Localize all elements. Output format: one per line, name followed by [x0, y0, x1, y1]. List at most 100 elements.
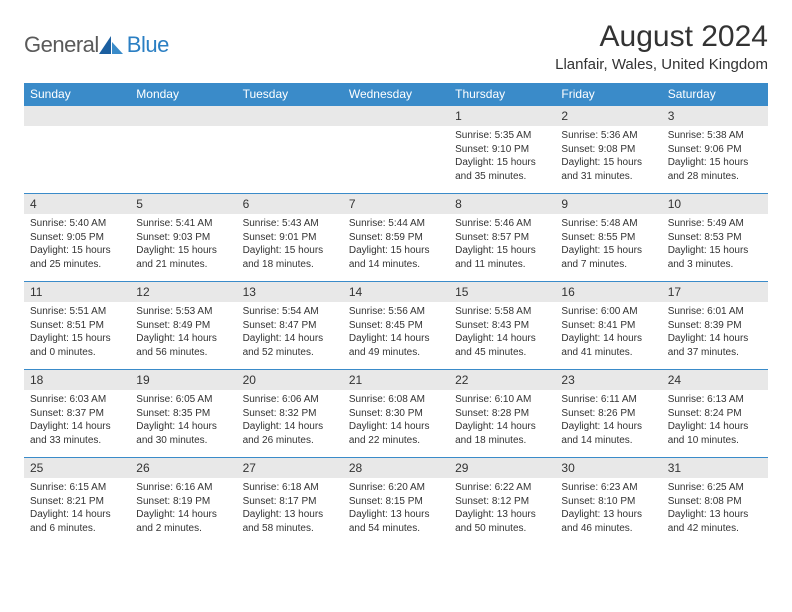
day-cell: 8Sunrise: 5:46 AMSunset: 8:57 PMDaylight…: [449, 194, 555, 282]
day-cell: 18Sunrise: 6:03 AMSunset: 8:37 PMDayligh…: [24, 370, 130, 458]
day-info: Sunrise: 6:25 AMSunset: 8:08 PMDaylight:…: [662, 478, 768, 541]
day-info: Sunrise: 6:01 AMSunset: 8:39 PMDaylight:…: [662, 302, 768, 365]
day-number: 13: [237, 282, 343, 302]
day-cell: 21Sunrise: 6:08 AMSunset: 8:30 PMDayligh…: [343, 370, 449, 458]
month-title: August 2024: [555, 20, 768, 54]
day-number: 24: [662, 370, 768, 390]
day-cell: 6Sunrise: 5:43 AMSunset: 9:01 PMDaylight…: [237, 194, 343, 282]
day-info: Sunrise: 5:53 AMSunset: 8:49 PMDaylight:…: [130, 302, 236, 365]
day-number: 3: [662, 106, 768, 126]
day-number: 28: [343, 458, 449, 478]
day-info: Sunrise: 6:10 AMSunset: 8:28 PMDaylight:…: [449, 390, 555, 453]
day-info: Sunrise: 5:35 AMSunset: 9:10 PMDaylight:…: [449, 126, 555, 189]
day-number: 19: [130, 370, 236, 390]
day-cell: 15Sunrise: 5:58 AMSunset: 8:43 PMDayligh…: [449, 282, 555, 370]
day-number: 14: [343, 282, 449, 302]
day-cell: 7Sunrise: 5:44 AMSunset: 8:59 PMDaylight…: [343, 194, 449, 282]
day-number: 7: [343, 194, 449, 214]
dow-header: Wednesday: [343, 83, 449, 106]
day-cell: 24Sunrise: 6:13 AMSunset: 8:24 PMDayligh…: [662, 370, 768, 458]
calendar-table: SundayMondayTuesdayWednesdayThursdayFrid…: [24, 83, 768, 546]
day-cell: 26Sunrise: 6:16 AMSunset: 8:19 PMDayligh…: [130, 458, 236, 546]
day-number: [343, 106, 449, 126]
day-cell: 31Sunrise: 6:25 AMSunset: 8:08 PMDayligh…: [662, 458, 768, 546]
day-info: Sunrise: 6:08 AMSunset: 8:30 PMDaylight:…: [343, 390, 449, 453]
day-cell: 3Sunrise: 5:38 AMSunset: 9:06 PMDaylight…: [662, 106, 768, 194]
day-cell: 9Sunrise: 5:48 AMSunset: 8:55 PMDaylight…: [555, 194, 661, 282]
day-cell: 22Sunrise: 6:10 AMSunset: 8:28 PMDayligh…: [449, 370, 555, 458]
day-cell: 11Sunrise: 5:51 AMSunset: 8:51 PMDayligh…: [24, 282, 130, 370]
day-info: Sunrise: 6:22 AMSunset: 8:12 PMDaylight:…: [449, 478, 555, 541]
day-info: Sunrise: 6:05 AMSunset: 8:35 PMDaylight:…: [130, 390, 236, 453]
dow-header: Sunday: [24, 83, 130, 106]
calendar-week-row: 25Sunrise: 6:15 AMSunset: 8:21 PMDayligh…: [24, 458, 768, 546]
day-info: Sunrise: 6:23 AMSunset: 8:10 PMDaylight:…: [555, 478, 661, 541]
day-cell: [237, 106, 343, 194]
calendar-week-row: 1Sunrise: 5:35 AMSunset: 9:10 PMDaylight…: [24, 106, 768, 194]
day-info: Sunrise: 6:00 AMSunset: 8:41 PMDaylight:…: [555, 302, 661, 365]
day-number: [130, 106, 236, 126]
day-cell: 29Sunrise: 6:22 AMSunset: 8:12 PMDayligh…: [449, 458, 555, 546]
day-info: Sunrise: 5:58 AMSunset: 8:43 PMDaylight:…: [449, 302, 555, 365]
day-cell: 25Sunrise: 6:15 AMSunset: 8:21 PMDayligh…: [24, 458, 130, 546]
day-number: 2: [555, 106, 661, 126]
day-cell: 27Sunrise: 6:18 AMSunset: 8:17 PMDayligh…: [237, 458, 343, 546]
day-number: 10: [662, 194, 768, 214]
day-number: 9: [555, 194, 661, 214]
calendar-week-row: 4Sunrise: 5:40 AMSunset: 9:05 PMDaylight…: [24, 194, 768, 282]
day-cell: 2Sunrise: 5:36 AMSunset: 9:08 PMDaylight…: [555, 106, 661, 194]
day-number: 15: [449, 282, 555, 302]
day-cell: 14Sunrise: 5:56 AMSunset: 8:45 PMDayligh…: [343, 282, 449, 370]
day-number: 25: [24, 458, 130, 478]
day-info: Sunrise: 5:56 AMSunset: 8:45 PMDaylight:…: [343, 302, 449, 365]
day-info: Sunrise: 5:49 AMSunset: 8:53 PMDaylight:…: [662, 214, 768, 277]
calendar-week-row: 11Sunrise: 5:51 AMSunset: 8:51 PMDayligh…: [24, 282, 768, 370]
day-info: Sunrise: 5:38 AMSunset: 9:06 PMDaylight:…: [662, 126, 768, 189]
logo-sail-icon: [99, 36, 125, 54]
day-info: Sunrise: 5:46 AMSunset: 8:57 PMDaylight:…: [449, 214, 555, 277]
day-number: 23: [555, 370, 661, 390]
day-info: Sunrise: 6:11 AMSunset: 8:26 PMDaylight:…: [555, 390, 661, 453]
day-number: 18: [24, 370, 130, 390]
logo-text-blue: Blue: [127, 32, 169, 58]
day-info: Sunrise: 6:20 AMSunset: 8:15 PMDaylight:…: [343, 478, 449, 541]
day-info: Sunrise: 6:16 AMSunset: 8:19 PMDaylight:…: [130, 478, 236, 541]
dow-header: Saturday: [662, 83, 768, 106]
day-info: Sunrise: 6:13 AMSunset: 8:24 PMDaylight:…: [662, 390, 768, 453]
day-cell: 12Sunrise: 5:53 AMSunset: 8:49 PMDayligh…: [130, 282, 236, 370]
day-cell: 17Sunrise: 6:01 AMSunset: 8:39 PMDayligh…: [662, 282, 768, 370]
day-info: Sunrise: 5:44 AMSunset: 8:59 PMDaylight:…: [343, 214, 449, 277]
day-cell: 30Sunrise: 6:23 AMSunset: 8:10 PMDayligh…: [555, 458, 661, 546]
day-number: 26: [130, 458, 236, 478]
day-cell: [24, 106, 130, 194]
day-number: [237, 106, 343, 126]
day-cell: 20Sunrise: 6:06 AMSunset: 8:32 PMDayligh…: [237, 370, 343, 458]
dow-header: Thursday: [449, 83, 555, 106]
day-cell: 1Sunrise: 5:35 AMSunset: 9:10 PMDaylight…: [449, 106, 555, 194]
logo: General Blue: [24, 20, 169, 58]
day-number: 16: [555, 282, 661, 302]
calendar-page: General Blue August 2024 Llanfair, Wales…: [0, 0, 792, 566]
day-cell: 10Sunrise: 5:49 AMSunset: 8:53 PMDayligh…: [662, 194, 768, 282]
day-info: Sunrise: 6:03 AMSunset: 8:37 PMDaylight:…: [24, 390, 130, 453]
day-number: 6: [237, 194, 343, 214]
day-info: Sunrise: 5:51 AMSunset: 8:51 PMDaylight:…: [24, 302, 130, 365]
day-info: Sunrise: 5:48 AMSunset: 8:55 PMDaylight:…: [555, 214, 661, 277]
day-number: 27: [237, 458, 343, 478]
location-label: Llanfair, Wales, United Kingdom: [555, 56, 768, 73]
day-cell: 5Sunrise: 5:41 AMSunset: 9:03 PMDaylight…: [130, 194, 236, 282]
day-number: 11: [24, 282, 130, 302]
day-info: Sunrise: 5:54 AMSunset: 8:47 PMDaylight:…: [237, 302, 343, 365]
dow-header: Tuesday: [237, 83, 343, 106]
day-cell: 19Sunrise: 6:05 AMSunset: 8:35 PMDayligh…: [130, 370, 236, 458]
dow-header: Friday: [555, 83, 661, 106]
title-block: August 2024 Llanfair, Wales, United King…: [555, 20, 768, 73]
day-cell: [343, 106, 449, 194]
day-number: 31: [662, 458, 768, 478]
day-info: Sunrise: 5:41 AMSunset: 9:03 PMDaylight:…: [130, 214, 236, 277]
day-info: Sunrise: 5:43 AMSunset: 9:01 PMDaylight:…: [237, 214, 343, 277]
day-info: Sunrise: 6:15 AMSunset: 8:21 PMDaylight:…: [24, 478, 130, 541]
day-number: 12: [130, 282, 236, 302]
day-number: 20: [237, 370, 343, 390]
day-number: 8: [449, 194, 555, 214]
